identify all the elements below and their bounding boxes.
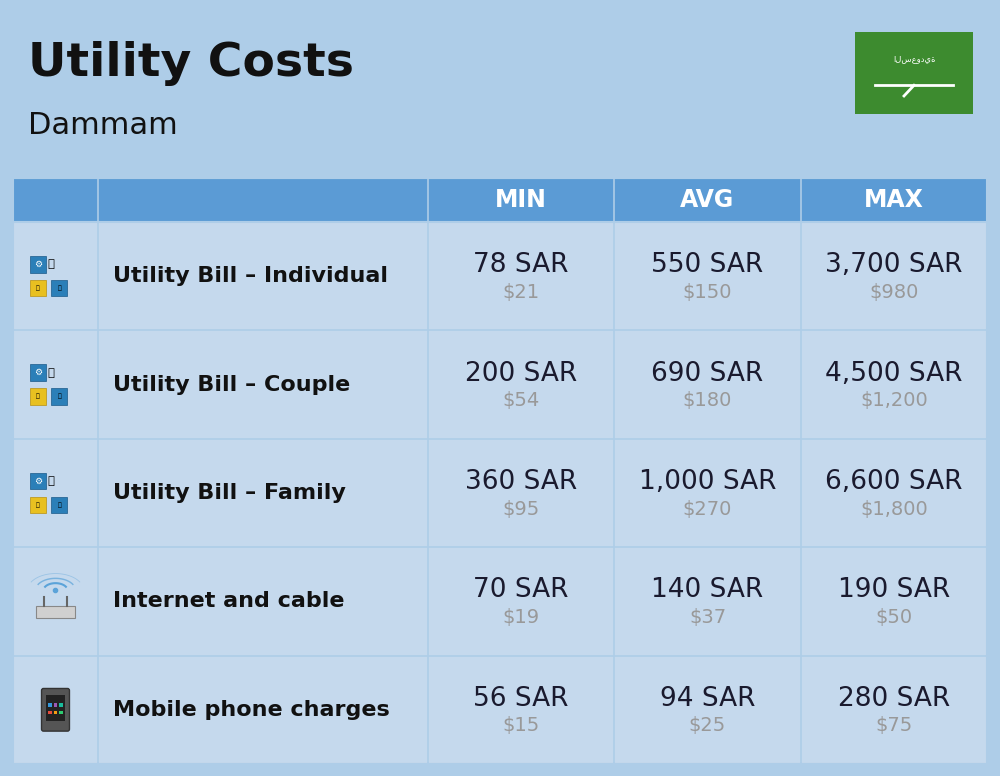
Text: ⚙: ⚙ [34,476,42,486]
Bar [30,497,46,513]
Text: 190 SAR: 190 SAR [838,577,950,604]
Text: $180: $180 [683,391,732,410]
Bar [54,711,57,715]
Text: ⚙: ⚙ [34,368,42,377]
FancyBboxPatch shape [855,32,973,114]
Text: السعودية: السعودية [893,54,935,63]
FancyBboxPatch shape [42,688,69,731]
Text: 6,600 SAR: 6,600 SAR [825,469,963,495]
Bar [59,711,63,715]
Bar [46,695,65,721]
Bar [30,473,46,490]
Text: 3,700 SAR: 3,700 SAR [825,252,963,279]
Text: $21: $21 [503,282,540,302]
Bar [48,703,52,707]
Text: Internet and cable: Internet and cable [113,591,344,611]
Text: 360 SAR: 360 SAR [465,469,577,495]
Bar [30,388,46,405]
Bar [30,280,46,296]
Text: 💧: 💧 [57,286,61,291]
Text: $1,200: $1,200 [860,391,928,410]
Text: 70 SAR: 70 SAR [473,577,569,604]
Bar [13,656,987,764]
Bar [51,388,67,405]
Text: 🔌: 🔌 [36,286,40,291]
Bar [54,703,57,707]
Text: $19: $19 [503,608,540,627]
Text: $150: $150 [683,282,732,302]
Text: 690 SAR: 690 SAR [651,361,764,386]
Text: MIN: MIN [495,188,547,212]
Text: Mobile phone charges: Mobile phone charges [113,700,390,720]
Text: 1,000 SAR: 1,000 SAR [639,469,776,495]
Bar [13,547,987,656]
Text: Dammam: Dammam [28,111,178,140]
Text: 🧑: 🧑 [47,476,54,486]
Bar [51,280,67,296]
Text: 🔌: 🔌 [36,502,40,508]
Text: AVG: AVG [680,188,735,212]
Text: 🧑: 🧑 [47,368,54,378]
Text: Utility Bill – Family: Utility Bill – Family [113,483,346,503]
Text: ⚙: ⚙ [34,260,42,268]
Text: Utility Bill – Individual: Utility Bill – Individual [113,266,388,286]
Text: 56 SAR: 56 SAR [473,686,569,712]
Text: 4,500 SAR: 4,500 SAR [825,361,963,386]
Text: $25: $25 [689,716,726,736]
Bar [30,256,46,272]
Text: 200 SAR: 200 SAR [465,361,577,386]
Text: $37: $37 [689,608,726,627]
Text: 140 SAR: 140 SAR [651,577,764,604]
Text: $980: $980 [869,282,919,302]
Bar [51,497,67,513]
Bar [48,711,52,715]
Text: $95: $95 [503,500,540,518]
Bar [13,438,987,547]
Bar [13,178,987,764]
Bar [13,222,987,331]
Text: MAX: MAX [864,188,924,212]
Text: Utility Costs: Utility Costs [28,41,354,86]
Text: 🧑: 🧑 [47,259,54,269]
Text: 280 SAR: 280 SAR [838,686,950,712]
Text: 💧: 💧 [57,502,61,508]
Bar [30,365,46,381]
Bar [13,331,987,438]
Text: $15: $15 [503,716,540,736]
Text: 550 SAR: 550 SAR [651,252,764,279]
Text: Utility Bill – Couple: Utility Bill – Couple [113,375,350,395]
Text: $75: $75 [875,716,912,736]
Text: $54: $54 [503,391,540,410]
Text: 💧: 💧 [57,393,61,400]
Bar [13,178,987,222]
Bar [36,606,75,618]
Text: $1,800: $1,800 [860,500,928,518]
Text: $270: $270 [683,500,732,518]
Text: 78 SAR: 78 SAR [473,252,569,279]
Text: $50: $50 [875,608,912,627]
Text: 🔌: 🔌 [36,393,40,400]
Bar [59,703,63,707]
Text: 94 SAR: 94 SAR [660,686,755,712]
